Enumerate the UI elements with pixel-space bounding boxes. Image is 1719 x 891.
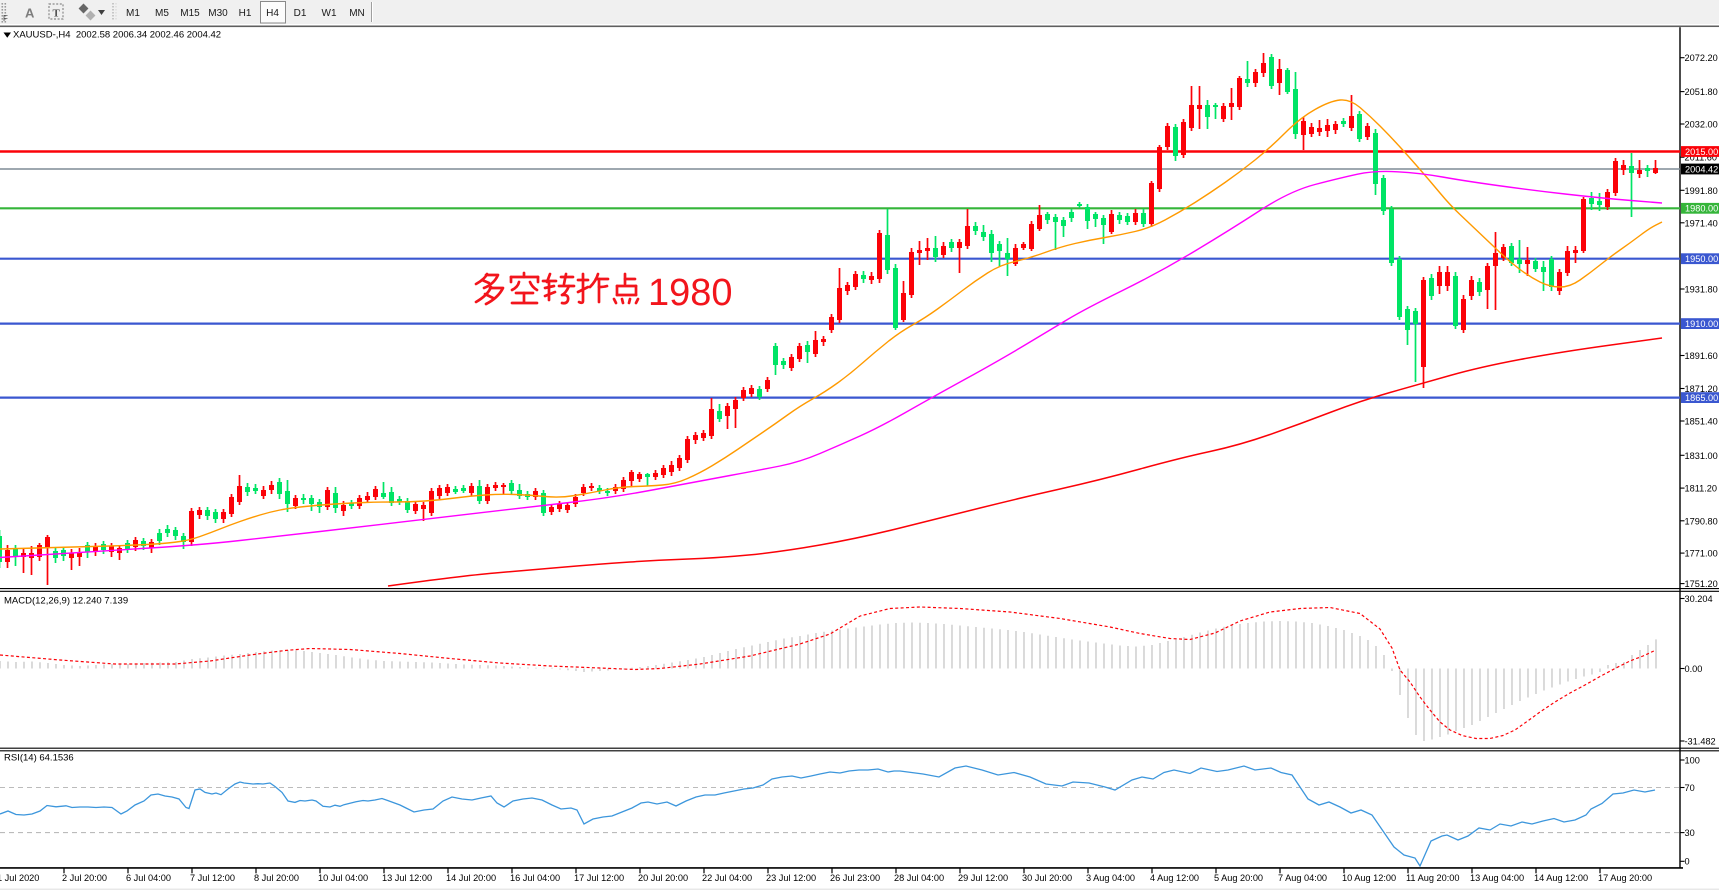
svg-text:0: 0 [1685,857,1690,867]
svg-text:28 Jul 04:00: 28 Jul 04:00 [894,873,944,883]
svg-text:10 Jul 04:00: 10 Jul 04:00 [318,873,368,883]
svg-text:1891.60: 1891.60 [1685,351,1718,361]
svg-text:6 Jul 04:00: 6 Jul 04:00 [126,873,171,883]
svg-text:T: T [53,8,61,20]
svg-text:8 Jul 20:00: 8 Jul 20:00 [254,873,299,883]
svg-text:17 Aug 20:00: 17 Aug 20:00 [1598,873,1652,883]
svg-text:1910.00: 1910.00 [1685,319,1718,329]
svg-text:H4: H4 [266,8,279,19]
svg-text:M15: M15 [180,8,200,19]
svg-text:H1: H1 [239,8,252,19]
svg-text:2011.60: 2011.60 [1685,153,1718,163]
svg-text:1811.20: 1811.20 [1685,484,1718,494]
svg-text:13 Jul 12:00: 13 Jul 12:00 [382,873,432,883]
svg-text:14 Jul 20:00: 14 Jul 20:00 [446,873,496,883]
svg-text:16 Jul 04:00: 16 Jul 04:00 [510,873,560,883]
svg-text:1871.20: 1871.20 [1685,384,1718,394]
svg-text:17 Jul 12:00: 17 Jul 12:00 [574,873,624,883]
svg-text:A: A [25,6,35,21]
svg-text:1865.00: 1865.00 [1685,393,1718,403]
svg-text:22 Jul 04:00: 22 Jul 04:00 [702,873,752,883]
svg-text:D1: D1 [294,8,307,19]
svg-text:26 Jul 23:00: 26 Jul 23:00 [830,873,880,883]
svg-text:2072.20: 2072.20 [1685,53,1718,63]
svg-text:7 Jul 12:00: 7 Jul 12:00 [190,873,235,883]
svg-text:1790.80: 1790.80 [1685,516,1718,526]
svg-text:M5: M5 [155,8,169,19]
svg-text:3 Aug 04:00: 3 Aug 04:00 [1086,873,1135,883]
svg-text:1971.40: 1971.40 [1685,218,1718,228]
svg-text:1931.80: 1931.80 [1685,285,1718,295]
svg-text:70: 70 [1685,783,1695,793]
svg-text:1991.80: 1991.80 [1685,186,1718,196]
svg-text:1950.00: 1950.00 [1685,254,1718,264]
svg-text:RSI(14) 64.1536: RSI(14) 64.1536 [4,753,74,764]
svg-text:1 Jul 2020: 1 Jul 2020 [0,873,39,883]
svg-text:30: 30 [1685,828,1695,838]
svg-text:2032.00: 2032.00 [1685,120,1718,130]
svg-text:M1: M1 [126,8,140,19]
svg-text:10 Aug 12:00: 10 Aug 12:00 [1342,873,1396,883]
svg-text:23 Jul 12:00: 23 Jul 12:00 [766,873,816,883]
svg-text:0.00: 0.00 [1685,664,1703,674]
svg-text:W1: W1 [322,8,337,19]
svg-text:100: 100 [1685,755,1700,765]
svg-text:20 Jul 20:00: 20 Jul 20:00 [638,873,688,883]
svg-text:MACD(12,26,9) 12.240 7.139: MACD(12,26,9) 12.240 7.139 [4,596,128,607]
svg-text:29 Jul 12:00: 29 Jul 12:00 [958,873,1008,883]
svg-text:F: F [3,14,8,23]
svg-text:1980: 1980 [648,272,733,314]
svg-text:1831.00: 1831.00 [1685,451,1718,461]
svg-text:XAUUSD-,H4 2002.58 2006.34 20: XAUUSD-,H4 2002.58 2006.34 2002.46 2004.… [13,30,221,41]
svg-text:2051.80: 2051.80 [1685,87,1718,97]
svg-text:1980.00: 1980.00 [1685,204,1718,214]
svg-text:11 Aug 20:00: 11 Aug 20:00 [1406,873,1459,883]
svg-text:-31.482: -31.482 [1685,736,1716,746]
svg-text:2015.00: 2015.00 [1685,147,1718,157]
svg-text:14 Aug 12:00: 14 Aug 12:00 [1534,873,1588,883]
svg-text:1751.20: 1751.20 [1685,579,1718,589]
svg-text:4 Aug 12:00: 4 Aug 12:00 [1150,873,1199,883]
svg-text:2004.42: 2004.42 [1685,164,1718,174]
svg-text:2 Jul 20:00: 2 Jul 20:00 [62,873,107,883]
svg-text:7 Aug 04:00: 7 Aug 04:00 [1278,873,1327,883]
svg-text:1771.00: 1771.00 [1685,549,1718,559]
svg-text:5 Aug 20:00: 5 Aug 20:00 [1214,873,1263,883]
svg-text:30.204: 30.204 [1685,594,1713,604]
svg-text:1851.40: 1851.40 [1685,417,1718,427]
svg-text:MN: MN [349,8,365,19]
svg-text:M30: M30 [208,8,228,19]
svg-text:13 Aug 04:00: 13 Aug 04:00 [1470,873,1524,883]
svg-text:30 Jul 20:00: 30 Jul 20:00 [1022,873,1072,883]
